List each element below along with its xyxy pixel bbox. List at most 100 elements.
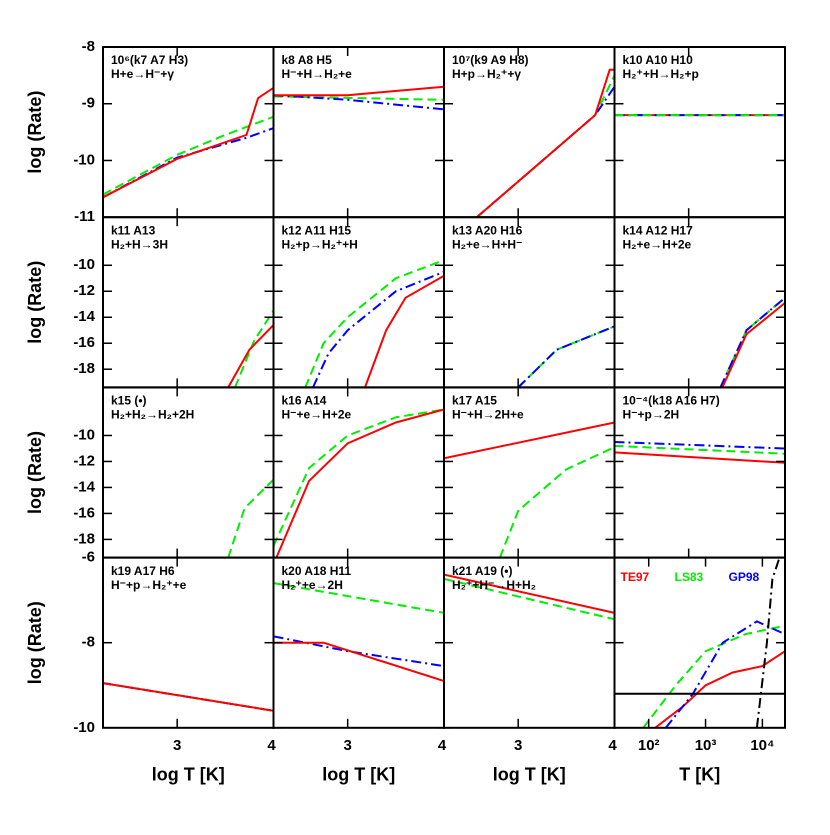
series-line [312,270,444,388]
y-tick-label: -12 [73,452,95,469]
series-line [275,408,444,558]
panel-title: k13 A20 H16 [452,223,523,237]
series-line [444,421,615,460]
series-line [517,325,615,388]
x-tick-label: 10² [638,737,660,754]
series-line [103,86,274,199]
x-tick-label: 10³ [695,737,717,754]
panel [103,682,274,712]
x-axis-label: log T [K] [152,765,225,785]
series-line [444,573,615,614]
series-line [517,325,615,388]
y-tick-label: -14 [73,478,95,495]
series-line [273,635,444,668]
series-line [476,86,615,218]
panel-subtitle: H₂+e→H+H⁻ [452,237,522,251]
series-line [721,302,785,388]
panel-subtitle: H⁻+H→H₂+e [282,67,353,81]
series-line [304,259,444,388]
panel [103,86,274,199]
y-tick-label: -11 [74,208,95,225]
x-tick-label: 3 [514,737,522,754]
legend-entry: LS83 [675,570,704,584]
x-tick-label: 4 [608,737,617,754]
series-line [273,408,444,547]
panel [227,478,274,558]
series-line [719,297,785,388]
series-line [614,441,785,450]
x-tick-label: 10⁴ [750,737,774,754]
panel-title: k21 A19 (•) [452,564,512,578]
panel [444,573,615,621]
panel-title: 10⁷(k9 A9 H8) [452,53,529,67]
series-line [476,68,615,218]
panel-subtitle: H⁻+e→H+2e [282,408,352,422]
panel-subtitle: H₂⁺+H→H₂+p [623,67,699,81]
panel-title: k10 A10 H10 [623,53,694,67]
panel [719,297,785,388]
panel-subtitle: H₂⁺+e→2H [282,578,343,592]
series-line [476,74,615,218]
y-axis-label: log (Rate) [25,261,45,344]
panel [476,68,615,218]
panel-title: k8 A8 H5 [282,53,333,67]
y-tick-label: -12 [73,282,95,299]
series-line [498,446,615,558]
panel-subtitle: H⁻+p→H₂⁺+e [111,578,187,592]
x-axis-label: log T [K] [493,765,566,785]
series-line [227,478,274,558]
panel-title: k12 A11 H15 [282,223,352,237]
series-line [614,444,785,455]
panel-subtitle: H+e→H⁻+γ [111,67,174,81]
series-line [273,582,444,614]
series-line [444,577,615,621]
y-tick-label: -10 [73,151,95,168]
y-tick-label: -10 [73,719,95,736]
panel-title: k11 A13 [111,223,156,237]
y-tick-label: -16 [73,334,95,351]
y-tick-label: -14 [73,308,95,325]
panel-title: k15 (•) [111,394,147,408]
y-tick-label: -18 [73,530,95,547]
panel-title: k20 A18 H11 [282,564,352,578]
panel-subtitle: H+p→H₂⁺+γ [452,67,521,81]
y-axis-label: log (Rate) [25,91,45,174]
series-line [103,682,274,712]
series-line [273,94,444,111]
panel-title: k17 A15 [452,394,497,408]
series-line [755,557,781,728]
panel [517,325,615,388]
series-line [273,641,444,682]
x-tick-label: 4 [267,737,276,754]
series-line [364,274,444,388]
y-axis-label: log (Rate) [25,601,45,684]
panel-subtitle: H₂+H→3H [111,237,168,251]
panel [227,310,274,388]
y-axis-label: log (Rate) [25,431,45,514]
y-tick-label: -18 [73,360,95,377]
x-tick-label: 3 [344,737,352,754]
y-tick-label: -8 [82,38,95,55]
x-tick-label: 4 [438,737,447,754]
panel-subtitle: H₂⁺+H⁻→H+H₂ [452,578,536,592]
series-line [103,127,274,199]
panel-title: k16 A14 [282,394,327,408]
panel-subtitle: H₂+e→H+2e [623,237,692,251]
panel [304,259,444,388]
series-line [614,451,785,464]
y-tick-label: -6 [82,549,95,566]
y-tick-label: -10 [73,426,95,443]
x-axis-label: log T [K] [322,765,395,785]
series-line [642,624,785,728]
panel-subtitle: H⁻+p→2H [623,408,680,422]
panel-subtitle: H₂+H₂→H₂+2H [111,408,194,422]
panel-subtitle: H₂+p→H₂⁺+H [282,237,358,251]
series-line [654,650,785,728]
panel-title: 10⁻⁴(k18 A16 H7) [623,394,720,408]
x-tick-label: 3 [173,737,181,754]
panel [273,408,444,558]
panel-subtitle: H⁻+H→2H+e [452,408,524,422]
panel [614,441,785,464]
panel [273,85,444,111]
